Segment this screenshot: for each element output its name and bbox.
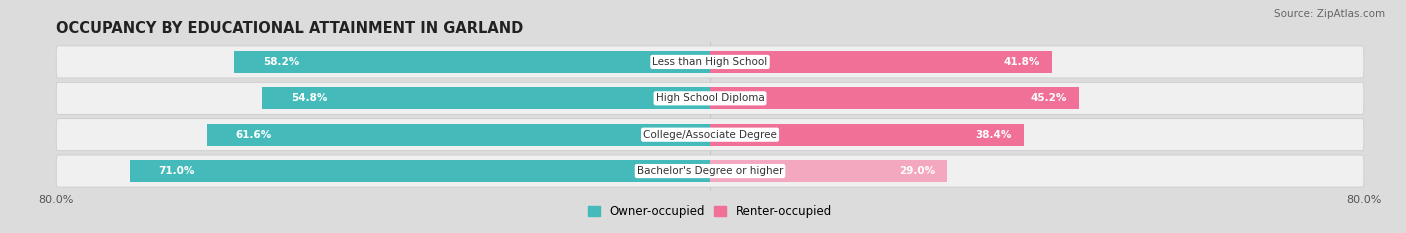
Bar	[129, 160, 710, 182]
Text: 71.0%: 71.0%	[159, 166, 195, 176]
Text: 29.0%: 29.0%	[898, 166, 935, 176]
Text: 45.2%: 45.2%	[1031, 93, 1067, 103]
Text: 58.2%: 58.2%	[263, 57, 299, 67]
Bar	[710, 124, 1024, 146]
Bar	[710, 160, 948, 182]
Bar	[262, 87, 710, 109]
FancyBboxPatch shape	[56, 46, 1364, 78]
Bar	[710, 51, 1052, 73]
Text: College/Associate Degree: College/Associate Degree	[643, 130, 778, 140]
FancyBboxPatch shape	[56, 155, 1364, 187]
FancyBboxPatch shape	[56, 82, 1364, 114]
Legend: Owner-occupied, Renter-occupied: Owner-occupied, Renter-occupied	[588, 205, 832, 218]
Text: 41.8%: 41.8%	[1002, 57, 1039, 67]
Text: High School Diploma: High School Diploma	[655, 93, 765, 103]
FancyBboxPatch shape	[56, 119, 1364, 151]
Text: 61.6%: 61.6%	[235, 130, 271, 140]
Bar	[710, 87, 1080, 109]
Bar	[207, 124, 710, 146]
Text: Source: ZipAtlas.com: Source: ZipAtlas.com	[1274, 9, 1385, 19]
Bar	[235, 51, 710, 73]
Text: OCCUPANCY BY EDUCATIONAL ATTAINMENT IN GARLAND: OCCUPANCY BY EDUCATIONAL ATTAINMENT IN G…	[56, 21, 523, 37]
Text: 38.4%: 38.4%	[976, 130, 1011, 140]
Text: 54.8%: 54.8%	[291, 93, 328, 103]
Text: Less than High School: Less than High School	[652, 57, 768, 67]
Text: Bachelor's Degree or higher: Bachelor's Degree or higher	[637, 166, 783, 176]
